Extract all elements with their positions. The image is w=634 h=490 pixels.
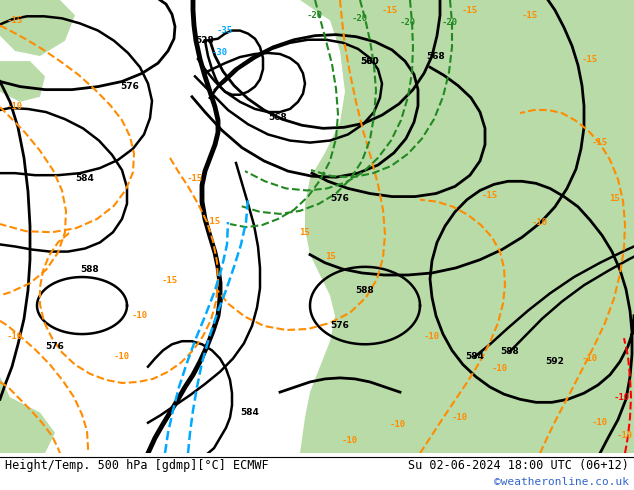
Text: -15: -15 [482,191,498,200]
Text: 15: 15 [300,228,311,237]
Polygon shape [300,0,634,453]
Text: -15: -15 [582,54,598,64]
Text: -10: -10 [342,436,358,444]
Text: -15: -15 [187,174,203,183]
Text: 592: 592 [546,357,564,366]
Text: 560: 560 [361,57,379,66]
Text: 560: 560 [361,57,379,66]
Text: 584: 584 [75,174,94,183]
Text: 528: 528 [196,36,214,45]
Text: 584: 584 [465,352,484,361]
Text: 568: 568 [269,113,287,122]
Text: -10: -10 [582,354,598,363]
Text: -20: -20 [352,14,368,23]
Text: -10: -10 [390,420,406,429]
Text: -10: -10 [532,218,548,226]
Text: -15: -15 [162,275,178,285]
Text: -20: -20 [400,18,416,27]
Text: -20: -20 [442,18,458,27]
Text: -10: -10 [7,332,23,341]
Text: -10: -10 [114,352,130,361]
Text: -10: -10 [424,332,440,341]
Text: -10: -10 [592,418,608,427]
Text: 568: 568 [427,51,445,61]
Text: -10: -10 [132,311,148,320]
Polygon shape [0,357,55,453]
Text: -15: -15 [462,6,478,15]
Text: -20: -20 [307,11,323,20]
Text: -15: -15 [522,11,538,20]
Text: -10: -10 [492,364,508,373]
Text: -10: -10 [617,431,633,441]
Text: -15: -15 [382,6,398,15]
Text: 15: 15 [325,252,335,261]
Text: -15: -15 [205,217,221,225]
Text: -35: -35 [217,26,233,35]
Text: -10: -10 [452,413,468,422]
Polygon shape [0,0,75,56]
Text: Height/Temp. 500 hPa [gdmp][°C] ECMWF: Height/Temp. 500 hPa [gdmp][°C] ECMWF [5,459,269,472]
Text: 584: 584 [240,408,259,417]
Text: -10: -10 [614,392,630,402]
Text: ©weatheronline.co.uk: ©weatheronline.co.uk [494,477,629,487]
Text: 576: 576 [120,82,139,91]
Text: 15: 15 [610,194,621,203]
Text: 588: 588 [81,266,100,274]
Text: 588: 588 [501,347,519,356]
Text: 576: 576 [330,194,349,203]
Text: -15: -15 [592,138,608,147]
Text: 576: 576 [46,342,65,351]
Text: -10: -10 [7,102,23,111]
Polygon shape [0,61,45,102]
Text: 576: 576 [330,321,349,330]
Text: -15: -15 [7,16,23,25]
Text: 588: 588 [356,286,374,295]
Text: Su 02-06-2024 18:00 UTC (06+12): Su 02-06-2024 18:00 UTC (06+12) [408,459,629,472]
Text: -30: -30 [212,49,228,57]
